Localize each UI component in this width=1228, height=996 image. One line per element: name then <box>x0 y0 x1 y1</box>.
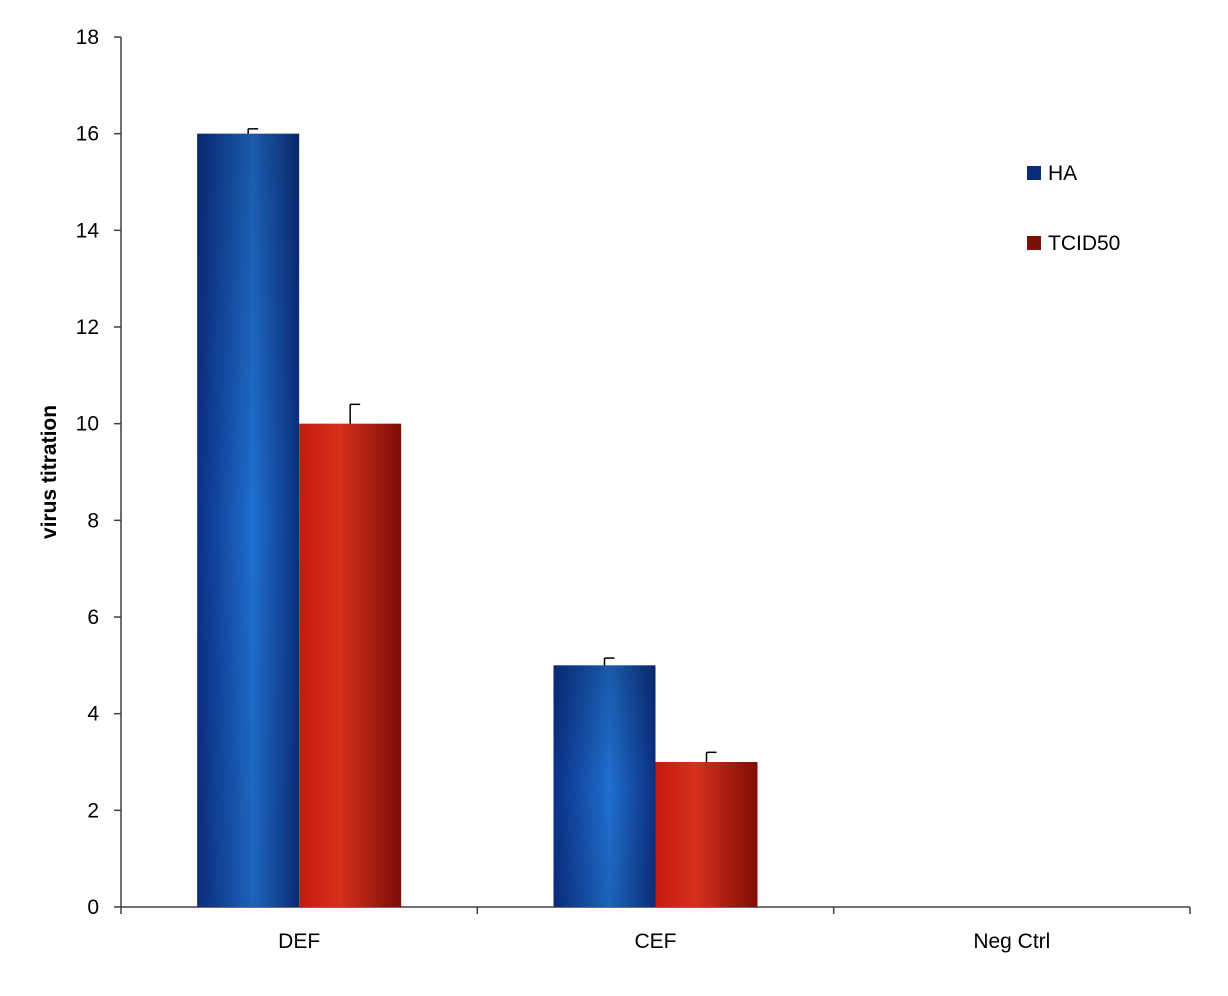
y-tick-label: 8 <box>87 509 99 532</box>
bar-tcid50-cef <box>655 762 758 907</box>
legend: HA TCID50 <box>1027 162 1120 255</box>
y-tick-label: 12 <box>76 316 99 339</box>
y-tick-label: 10 <box>76 413 99 436</box>
bar-shading <box>197 133 300 907</box>
legend-swatch-tcid50 <box>1027 236 1041 250</box>
y-tick-label: 0 <box>87 896 99 919</box>
y-tick-label: 6 <box>87 606 99 629</box>
y-tick-label: 14 <box>76 219 100 242</box>
x-category-label: CEF <box>635 930 677 953</box>
labels: 0 2 4 6 8 10 12 14 16 18 DEF CEF Neg Ctrl virus titra… <box>38 26 1050 953</box>
bars <box>197 128 758 907</box>
bar-shading <box>553 665 656 907</box>
x-category-label: Neg Ctrl <box>973 930 1050 953</box>
bar-tcid50-def <box>299 423 402 907</box>
legend-label-tcid50: TCID50 <box>1048 232 1120 255</box>
y-tick-label: 2 <box>87 799 99 822</box>
x-category-label: DEF <box>278 930 320 953</box>
legend-swatch-ha <box>1027 166 1041 180</box>
legend-label-ha: HA <box>1048 162 1077 185</box>
y-tick-label: 18 <box>76 26 99 49</box>
y-axis-title: virus titration <box>38 405 61 539</box>
y-tick-label: 16 <box>76 123 99 146</box>
y-tick-label: 4 <box>87 703 99 726</box>
